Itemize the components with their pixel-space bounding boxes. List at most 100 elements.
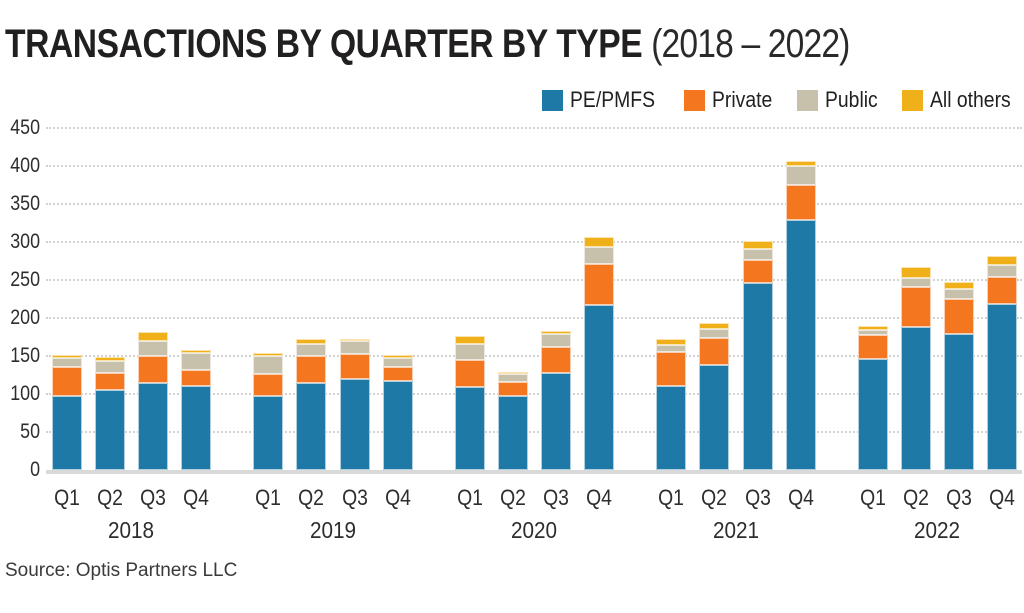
bar-segment-pe-pmfs [382,381,413,470]
bar-segment-all-others [339,338,370,341]
year-label: 2021 [712,517,759,543]
bar-segment-private [94,372,125,391]
bar-segment-private [181,369,212,386]
y-tick-label: 200 [10,306,41,329]
bar-segment-private [382,366,413,382]
y-tick-label: 50 [20,420,40,443]
y-tick-label: 400 [10,154,41,177]
x-tick-label: Q1 [658,485,684,510]
bar-segment-private [785,185,816,220]
bar-segment-all-others [944,282,975,290]
bar-segment-all-others [181,349,212,353]
bar-segment-public [944,289,975,299]
x-tick-label: Q4 [586,485,613,510]
x-tick-label: Q1 [859,485,886,510]
x-tick-label: Q1 [255,485,281,510]
gridline-450 [46,127,1022,129]
legend: PE/PMFS Private Public All others [542,89,1022,111]
bar-segment-public [181,352,212,370]
legend-label: Private [711,87,773,112]
y-tick-label: 150 [10,344,41,367]
legend-swatch-icon [902,89,924,111]
x-tick-label: Q3 [543,485,570,510]
bar-segment-public [541,333,572,347]
gridline-200 [46,317,1022,319]
bar-segment-public [382,358,413,367]
x-tick-label: Q2 [96,485,123,510]
bar-segment-pe-pmfs [785,219,816,470]
x-tick-label: Q2 [499,485,526,510]
bar-segment-public [339,340,370,354]
x-tick-label: Q2 [902,485,929,510]
legend-swatch-icon [542,89,564,111]
legend-label: PE/PMFS [570,87,656,112]
bar-segment-private [497,381,528,397]
bar-segment-pe-pmfs [253,396,283,470]
bar-segment-public [584,247,615,265]
x-tick-label: Q4 [989,485,1016,510]
y-tick-label: 350 [10,192,41,215]
y-tick-label: 100 [10,382,41,405]
bar-segment-pe-pmfs [296,383,327,470]
y-tick-label: 250 [10,268,41,291]
x-tick-label: Q3 [946,485,973,510]
gridline-250 [46,279,1022,281]
bar-segment-public [900,278,931,287]
bar-segment-public [51,358,82,368]
bar-segment-public [454,343,485,360]
gridline-50 [46,431,1022,433]
gridline-150 [46,355,1022,357]
gridline-100 [46,393,1022,395]
bar-segment-pe-pmfs [742,283,773,470]
bar-segment-all-others [987,256,1018,265]
x-tick-label: Q1 [53,485,80,510]
bar-segment-all-others [296,339,327,344]
x-tick-label: Q1 [456,485,483,510]
legend-item-public: Public [797,89,885,111]
bar-segment-public [742,248,773,261]
bar-segment-private [339,353,370,379]
bar-segment-all-others [94,356,125,361]
bar-segment-private [584,264,615,306]
bar-segment-all-others [699,322,730,329]
bar-segment-all-others [656,338,686,345]
legend-label: All others [930,87,1011,112]
bar-segment-public [699,328,730,338]
bar-segment-all-others [454,336,485,344]
bar-segment-pe-pmfs [454,387,485,470]
bar-segment-private [541,346,572,373]
x-tick-label: Q4 [183,485,210,510]
bar-segment-public [656,344,686,353]
bar-segment-pe-pmfs [541,372,572,470]
legend-item-pe-pmfs: PE/PMFS [542,89,667,111]
legend-label: Public [825,87,879,112]
year-label: 2019 [309,517,356,543]
title-period: (2018 – 2022) [651,22,850,66]
bar-segment-public [296,343,327,356]
bar-segment-private [51,367,82,396]
bar-segment-all-others [742,241,773,249]
bar-segment-all-others [382,355,413,359]
bar-segment-pe-pmfs [900,327,931,470]
gridline-300 [46,241,1022,243]
bar-segment-private [944,299,975,334]
bar-segment-private [656,352,686,386]
x-tick-label: Q2 [298,485,325,510]
bar-segment-private [742,260,773,284]
year-label: 2018 [108,517,155,543]
x-axis-line [46,470,1022,474]
x-tick-label: Q2 [701,485,728,510]
bar-segment-private [699,337,730,366]
gridline-400 [46,165,1022,167]
bar-segment-pe-pmfs [699,365,730,470]
bar-segment-public [94,360,125,373]
bar-segment-all-others [253,352,283,356]
bar-segment-pe-pmfs [181,385,212,470]
bar-segment-all-others [497,371,528,375]
bar-segment-all-others [900,267,931,279]
bar-segment-private [900,286,931,328]
bar-segment-public [253,356,283,375]
x-tick-label: Q3 [341,485,368,510]
x-tick-label: Q3 [744,485,771,510]
